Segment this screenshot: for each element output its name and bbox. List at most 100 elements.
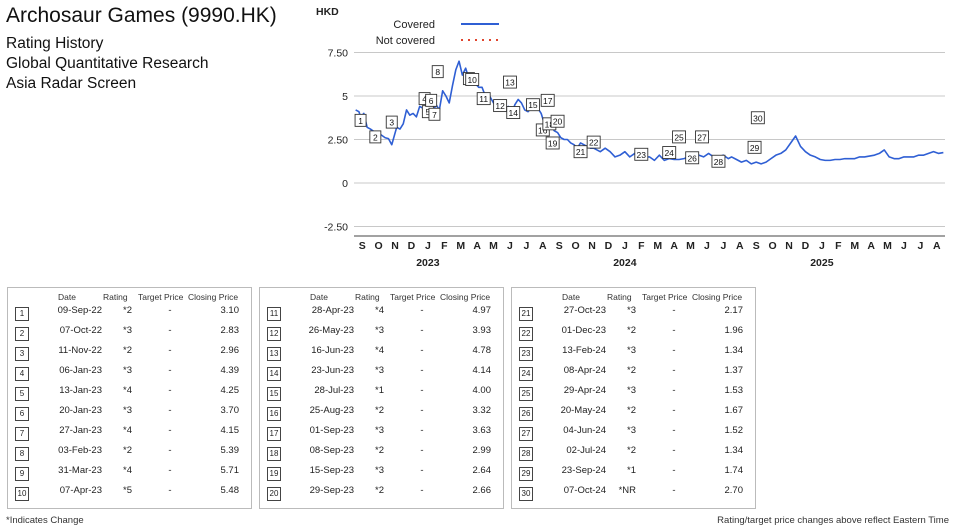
subtitle-research: Global Quantitative Research [6,55,209,72]
row-target-price: - [672,465,676,476]
rating-marker-label: 12 [495,101,505,111]
rating-marker-label: 13 [505,78,515,88]
row-closing-price: 5.39 [220,445,240,456]
x-tick-label: J [917,240,923,252]
y-tick-label: 7.50 [328,48,349,60]
row-date: 02-Jul-24 [566,445,606,456]
rating-marker-box [431,65,444,79]
row-target-price: - [420,425,424,436]
row-number: 8 [15,447,29,461]
row-target-price: - [420,345,424,356]
x-year-label: 2025 [810,257,834,269]
x-tick-label: M [489,240,498,252]
row-target-price: - [168,385,172,396]
x-tick-label: M [653,240,662,252]
row-number: 27 [519,427,533,441]
rating-marker-label: 29 [750,143,760,153]
rating-marker-box [672,130,686,144]
row-target-price: - [420,305,424,316]
row-target-price: - [672,445,676,456]
row-target-price: - [672,425,676,436]
row-closing-price: 2.17 [724,305,744,316]
row-closing-price: 3.10 [220,305,240,316]
table-row: 5 13-Jan-23 *4 - 4.25 [8,385,251,403]
row-date: 27-Oct-23 [563,305,606,316]
table-row: 13 16-Jun-23 *4 - 4.78 [260,345,503,363]
rating-marker-label: 21 [576,147,586,157]
row-target-price: - [420,465,424,476]
row-rating: *3 [123,365,132,376]
rating-marker-box [503,75,517,89]
table-row: 24 08-Apr-24 *2 - 1.37 [512,365,755,383]
footnote-eastern-time: Rating/target price changes above reflec… [717,515,949,526]
table-row: 7 27-Jan-23 *4 - 4.15 [8,425,251,443]
row-number: 22 [519,327,533,341]
row-number: 15 [267,387,281,401]
row-rating: *3 [627,305,636,316]
table-row: 8 03-Feb-23 *2 - 5.39 [8,445,251,463]
x-tick-label: D [408,240,416,252]
rating-marker-label: 27 [697,132,707,142]
row-rating: *3 [627,425,636,436]
row-rating: *3 [375,365,384,376]
row-rating: *2 [375,445,384,456]
row-number: 14 [267,367,281,381]
table-row: 4 06-Jan-23 *3 - 4.39 [8,365,251,383]
x-year-label: 2023 [416,257,440,269]
row-closing-price: 2.96 [220,345,240,356]
rating-marker-label: 10 [467,75,477,85]
rating-marker-box [493,99,508,113]
x-tick-label: S [359,240,366,252]
x-tick-label: D [802,240,810,252]
row-closing-price: 1.96 [724,325,744,336]
rating-table-1: Date Rating Target Price Closing Price 1 09-S… [7,287,252,509]
rating-marker-box [425,93,438,107]
table-header-date: Date [562,292,580,302]
row-number: 26 [519,407,533,421]
x-tick-label: S [556,240,563,252]
table-header-target: Target Price [390,292,436,302]
row-closing-price: 3.70 [220,405,240,416]
table-header-date: Date [310,292,328,302]
row-rating: *2 [123,445,132,456]
rating-marker-box [573,145,588,159]
row-date: 20-May-24 [560,405,606,416]
x-tick-label: O [572,240,580,252]
row-target-price: - [168,325,172,336]
row-date: 07-Apr-23 [59,485,102,496]
rating-table-3: Date Rating Target Price Closing Price 21 27-… [511,287,756,509]
row-rating: *4 [375,345,384,356]
rating-marker-label: 14 [509,108,519,118]
table-row: 20 29-Sep-23 *2 - 2.66 [260,485,503,503]
row-rating: *2 [627,325,636,336]
row-closing-price: 4.39 [220,365,240,376]
x-tick-label: J [704,240,710,252]
rating-marker-box [747,140,762,154]
rating-marker-box [369,130,382,144]
x-tick-label: A [933,240,941,252]
y-tick-label: 2.50 [328,135,349,147]
row-date: 29-Apr-24 [563,385,606,396]
table-row: 30 07-Oct-24 *NR - 2.70 [512,485,755,503]
table-row: 17 01-Sep-23 *3 - 3.63 [260,425,503,443]
row-date: 09-Sep-22 [57,305,102,316]
rating-marker-box [545,136,560,150]
table-row: 16 25-Aug-23 *2 - 3.32 [260,405,503,423]
row-closing-price: 2.83 [220,325,240,336]
row-target-price: - [672,405,676,416]
row-closing-price: 2.70 [724,485,744,496]
row-closing-price: 4.00 [472,385,492,396]
table-row: 2 07-Oct-22 *3 - 2.83 [8,325,251,343]
rating-marker-box [685,151,700,165]
table-row: 22 01-Dec-23 *2 - 1.96 [512,325,755,343]
row-number: 9 [15,467,29,481]
row-number: 13 [267,347,281,361]
table-row: 6 20-Jan-23 *3 - 3.70 [8,405,251,423]
row-closing-price: 1.74 [724,465,744,476]
x-tick-label: A [867,240,875,252]
row-rating: *2 [375,485,384,496]
x-tick-label: M [850,240,859,252]
x-tick-label: N [391,240,399,252]
row-date: 07-Oct-22 [59,325,102,336]
